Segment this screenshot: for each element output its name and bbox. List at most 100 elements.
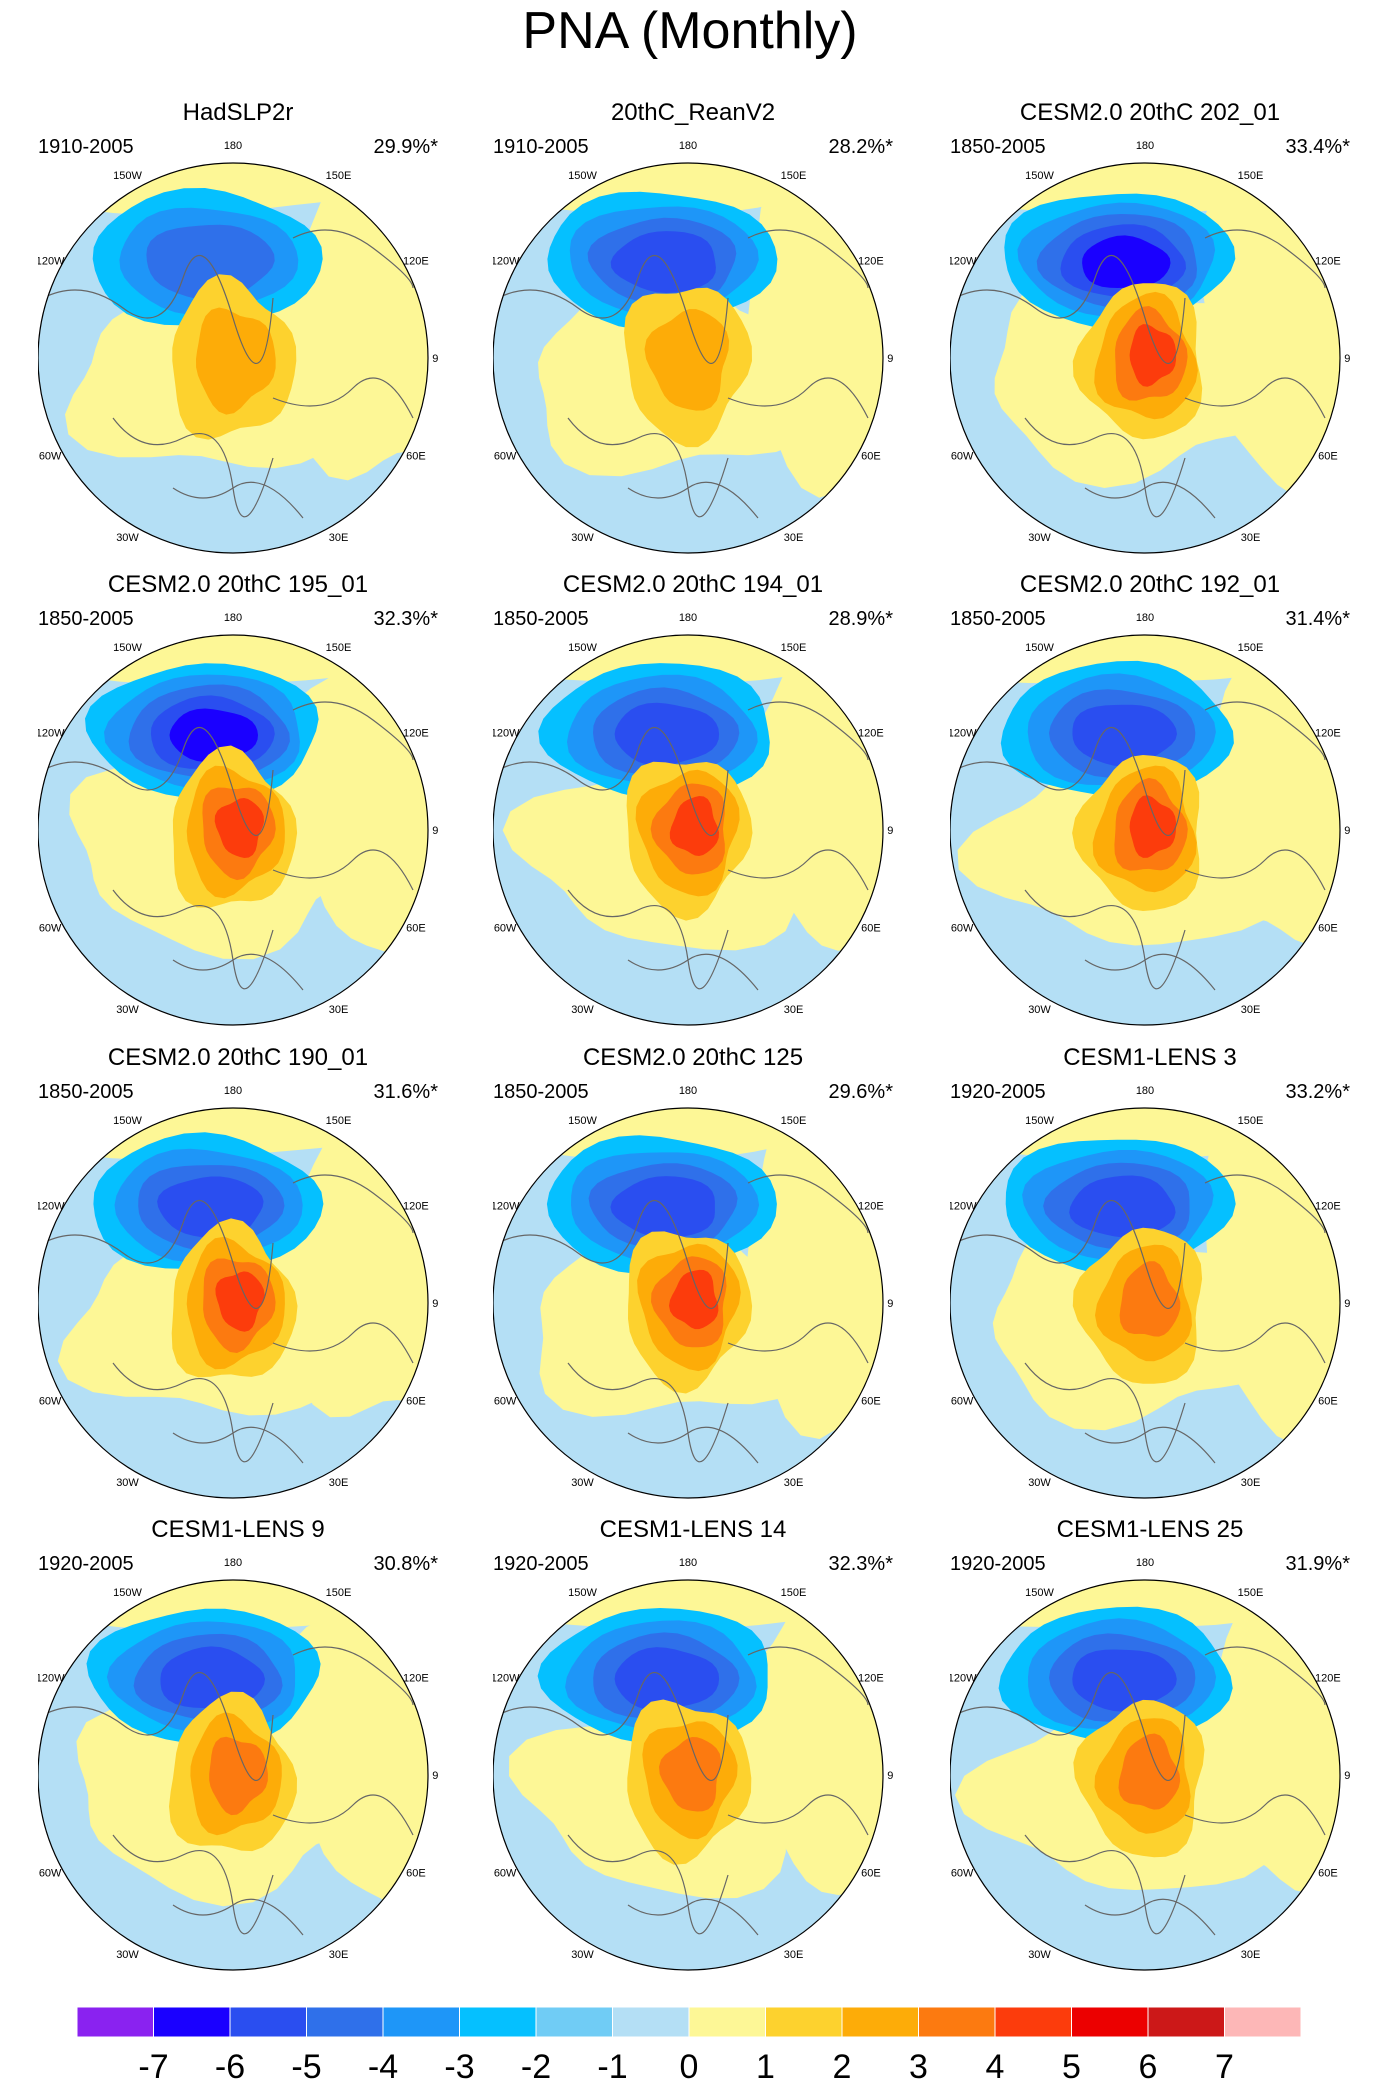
colorbar-tick-label: 6	[1139, 2048, 1158, 2086]
panel-variance: 31.6%*	[373, 1081, 439, 1103]
panel-period: 1850-2005	[493, 1081, 589, 1103]
longitude-label: 120E	[858, 1673, 884, 1685]
map-border	[38, 1107, 429, 1499]
coastline	[42, 229, 414, 519]
panel-title: CESM2.0 20thC 190_01	[107, 1044, 369, 1071]
map-border	[493, 1579, 884, 1971]
negative-anomaly-contour	[614, 1647, 720, 1711]
longitude-label: 150W	[568, 1115, 597, 1127]
coastline	[954, 229, 1326, 519]
map-border	[38, 162, 429, 554]
negative-anomaly-contour	[1082, 235, 1171, 288]
longitude-label: 120E	[403, 1201, 429, 1213]
longitude-label: 150W	[113, 642, 142, 654]
panel-title: HadSLP2r	[182, 99, 294, 126]
longitude-label: 90E	[887, 1298, 893, 1310]
longitude-label: 30E	[784, 1477, 804, 1489]
map-border	[493, 1107, 884, 1499]
polar-map: 180150W150E120W120E90W90E60W60E30W30E0	[950, 1557, 1350, 1971]
negative-anomaly-contour	[610, 231, 716, 293]
negative-anomaly-contour	[614, 702, 720, 766]
longitude-label: 180	[224, 612, 242, 624]
longitude-label: 150E	[1238, 1115, 1264, 1127]
longitude-label: 120W	[493, 1673, 520, 1685]
panel-period: 1850-2005	[950, 608, 1046, 630]
longitude-label: 120E	[1315, 1673, 1341, 1685]
colorbar-swatch	[153, 2006, 231, 2038]
panel-variance: 30.8%*	[373, 1553, 439, 1575]
longitude-label: 120E	[403, 256, 429, 268]
colorbar-tick-label: 5	[1062, 2048, 1081, 2086]
longitude-label: 60W	[951, 1396, 974, 1408]
longitude-label: 150E	[781, 1587, 807, 1599]
longitude-label: 30E	[329, 532, 349, 544]
colorbar-swatch	[688, 2006, 766, 2038]
longitude-label: 30W	[116, 1004, 139, 1016]
coastline	[954, 1174, 1326, 1464]
panel-variance: 33.2%*	[1285, 1081, 1351, 1103]
colorbar-tick-label: -1	[597, 2048, 627, 2086]
longitude-label: 60W	[951, 451, 974, 463]
field-zero-band	[293, 163, 428, 481]
panel-title: CESM1-LENS 14	[599, 1516, 787, 1543]
longitude-label: 60W	[39, 1868, 62, 1880]
longitude-label: 120W	[950, 1673, 977, 1685]
map-panel: 180150W150E120W120E90W90E60W60E30W30E0CE…	[950, 570, 1350, 1030]
longitude-label: 60W	[39, 1396, 62, 1408]
longitude-label: 90E	[887, 825, 893, 837]
positive-anomaly-contour	[659, 1737, 722, 1812]
map-panel: 180150W150E120W120E90W90E60W60E30W30E0CE…	[38, 570, 438, 1030]
colorbar-swatch	[229, 2006, 307, 2038]
longitude-label: 120W	[950, 728, 977, 740]
positive-anomaly-contour	[1129, 324, 1177, 387]
longitude-label: 120E	[1315, 728, 1341, 740]
coastline	[497, 229, 869, 519]
positive-anomaly-contour	[1129, 795, 1177, 858]
longitude-label: 120E	[858, 256, 884, 268]
polar-map: 180150W150E120W120E90W90E60W60E30W30E0	[493, 140, 893, 554]
panel-variance: 31.9%*	[1285, 1553, 1351, 1575]
positive-anomaly-contour	[1119, 1261, 1181, 1337]
longitude-label: 120W	[950, 1201, 977, 1213]
longitude-label: 30W	[1028, 1949, 1051, 1961]
longitude-label: 180	[679, 1557, 697, 1569]
map-panel: 180150W150E120W120E90W90E60W60E30W30E0CE…	[493, 570, 893, 1030]
colorbar-tick-label: -7	[138, 2048, 168, 2086]
longitude-label: 30W	[571, 532, 594, 544]
field-zero-band	[278, 1580, 428, 1906]
longitude-label: 120E	[1315, 256, 1341, 268]
coastline	[954, 701, 1326, 991]
longitude-label: 150W	[568, 1587, 597, 1599]
longitude-label: 30E	[1241, 1004, 1261, 1016]
panel-title: CESM2.0 20thC 192_01	[1019, 571, 1281, 598]
longitude-label: 30W	[116, 532, 139, 544]
longitude-label: 30E	[329, 1949, 349, 1961]
longitude-label: 150E	[781, 170, 807, 182]
negative-anomaly-contour	[610, 1176, 715, 1238]
longitude-label: 90E	[432, 1298, 438, 1310]
panel-period: 1920-2005	[950, 1081, 1046, 1103]
longitude-label: 60E	[861, 1868, 881, 1880]
map-border	[38, 634, 429, 1026]
longitude-label: 150W	[113, 170, 142, 182]
longitude-label: 120W	[950, 256, 977, 268]
coastline	[42, 1646, 414, 1936]
longitude-label: 60E	[406, 451, 426, 463]
longitude-label: 90E	[432, 353, 438, 365]
longitude-label: 30E	[784, 1004, 804, 1016]
longitude-label: 60W	[951, 1868, 974, 1880]
panel-title: CESM1-LENS 25	[1056, 1516, 1244, 1543]
longitude-label: 30W	[1028, 1477, 1051, 1489]
panel-title: CESM1-LENS 9	[151, 1516, 325, 1543]
colorbar-tick-label: 2	[833, 2048, 852, 2086]
map-border	[950, 634, 1341, 1026]
colorbar-tick-label: -2	[521, 2048, 551, 2086]
panel-period: 1850-2005	[38, 608, 134, 630]
longitude-label: 30E	[1241, 1949, 1261, 1961]
longitude-label: 120W	[493, 728, 520, 740]
colorbar-tick-label: 7	[1215, 2048, 1234, 2086]
longitude-label: 90E	[432, 1770, 438, 1782]
colorbar-tick-label: -6	[215, 2048, 245, 2086]
longitude-label: 180	[679, 1085, 697, 1097]
longitude-label: 60E	[861, 451, 881, 463]
